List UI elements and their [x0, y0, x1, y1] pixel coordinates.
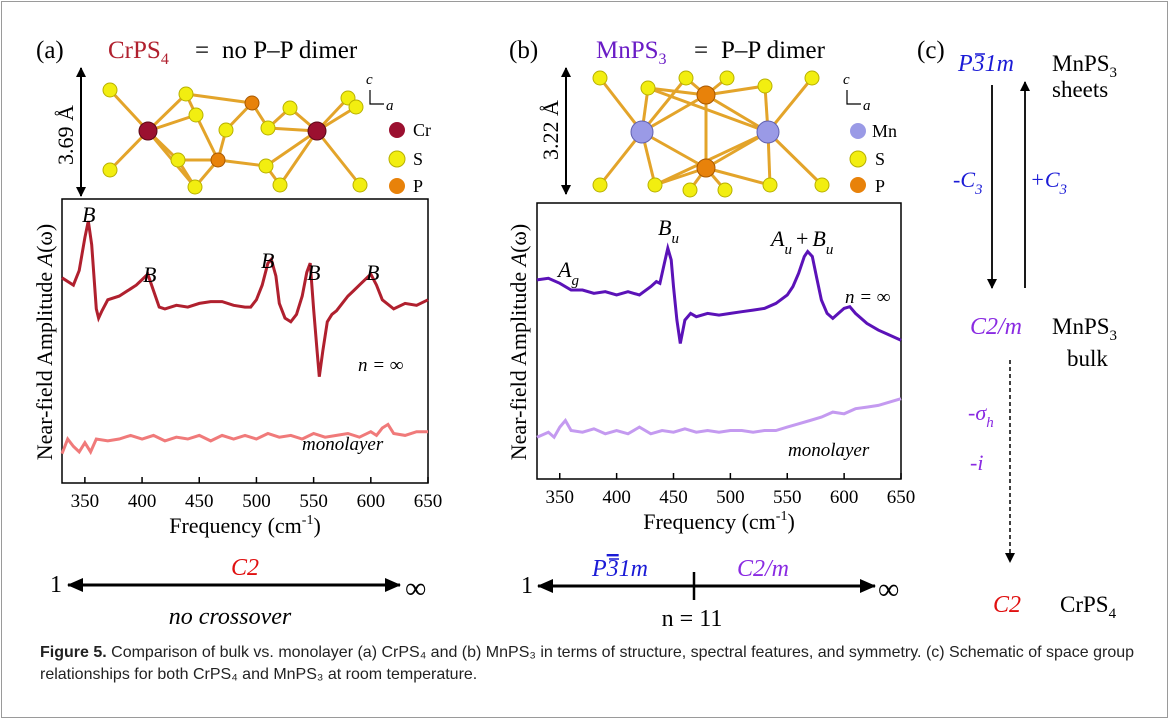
- panel-b-scale-right: ∞: [878, 573, 899, 606]
- panel-b-peak-aubu: Au + Bu: [769, 226, 833, 258]
- panel-a-legend-p: P: [413, 176, 423, 196]
- panel-c-inversion: -i: [970, 450, 983, 475]
- panel-a-tick-label: 350: [71, 491, 100, 512]
- panel-a-equals: =: [195, 37, 209, 64]
- panel-a-mono-label: monolayer: [302, 434, 384, 455]
- panel-a-legend: Cr S P: [388, 120, 431, 196]
- panel-a-xticks: 350 400 450 500 550 600 650: [71, 477, 443, 512]
- panel-b-thickness: 3.22 Å: [538, 100, 563, 160]
- panel-c: (c) P31m MnPS3 sheets -C3 +C3 C2/m MnPS3…: [917, 37, 1117, 622]
- panel-b-mono-label: monolayer: [788, 440, 870, 461]
- panel-b-axis-a: a: [863, 98, 871, 114]
- panel-b-tick-label: 600: [830, 487, 859, 508]
- panel-a-peak-b2: B: [143, 262, 156, 287]
- panel-a-xlabel: Frequency (cm-1): [169, 513, 321, 538]
- panel-b-legend-mn: Mn: [872, 121, 897, 141]
- panel-a-tick-label: 650: [414, 491, 443, 512]
- panel-b-scale-mid: n = 11: [662, 606, 723, 632]
- panel-a-n-label: n = ∞: [358, 355, 403, 376]
- panel-a-axis-c: c: [366, 72, 373, 88]
- panel-a-thickness: 3.69 Å: [53, 105, 78, 165]
- panel-a-scale-left: 1: [50, 572, 62, 598]
- panel-c-bottom-group: C2: [993, 592, 1021, 618]
- panel-c-top-group: P31m: [957, 51, 1014, 77]
- panel-a-monolayer-spectrum: [60, 422, 428, 456]
- panel-b-scale-left: 1: [521, 573, 533, 599]
- panel-b-xticks: 350 400 450 500 550 600 650: [546, 473, 916, 508]
- panel-c-bottom-name: CrPS4: [1060, 592, 1117, 622]
- panel-c-mid-group: C2/m: [970, 314, 1022, 340]
- caption-text: Comparison of bulk vs. monolayer (a) CrP…: [40, 644, 1135, 683]
- panel-b-label: (b): [509, 37, 538, 64]
- panel-a-compound: CrPS4: [108, 37, 169, 68]
- panel-b-atoms: [592, 70, 830, 198]
- panel-b-tick-label: 550: [773, 487, 802, 508]
- panel-c-mid-name: MnPS3: [1052, 314, 1117, 344]
- caption-label: Figure 5.: [40, 644, 107, 661]
- panel-a-tick-label: 400: [128, 491, 157, 512]
- panel-a-scale-group: C2: [231, 555, 259, 581]
- panel-a-dimer-text: no P–P dimer: [222, 37, 358, 64]
- panel-b-scale-group-right: C2/m: [737, 556, 789, 582]
- panel-a-plot-frame: [61, 198, 429, 484]
- panel-a-axis-a: a: [386, 98, 394, 114]
- panel-a-peak-b3: B: [261, 248, 274, 273]
- panel-b-xlabel: Frequency (cm-1): [643, 509, 795, 534]
- panel-b-compound: MnPS3: [596, 37, 667, 68]
- panel-c-sigma: -σh: [968, 400, 994, 431]
- panel-b-peak-bu: Bu: [658, 215, 679, 247]
- panel-c-top-desc: sheets: [1052, 77, 1108, 102]
- panel-b-tick-label: 500: [716, 487, 745, 508]
- panel-b-legend-s: S: [875, 149, 885, 169]
- panel-b-peak-ag: Ag: [556, 257, 579, 289]
- panel-a-tick-label: 600: [357, 491, 386, 512]
- panel-a-tick-label: 550: [299, 491, 328, 512]
- panel-b-axis-c: c: [843, 72, 850, 88]
- panel-a-peak-b1: B: [82, 202, 95, 227]
- panel-b-legend-p: P: [875, 176, 885, 196]
- panel-c-plus-c3: +C3: [1030, 167, 1067, 198]
- panel-c-mid-desc: bulk: [1067, 346, 1108, 371]
- panel-b-dimer-text: P–P dimer: [721, 37, 826, 64]
- panel-b-tick-label: 400: [602, 487, 631, 508]
- panel-b-tick-label: 650: [887, 487, 916, 508]
- figure-caption: Figure 5. Comparison of bulk vs. monolay…: [40, 642, 1140, 686]
- panel-a-ylabel: Near-field Amplitude A(ω): [32, 224, 57, 460]
- panel-a-bulk-spectrum: [61, 220, 429, 377]
- panel-a-atoms: [102, 82, 368, 195]
- panel-b-scale-group-left: P31m: [591, 556, 648, 582]
- panel-b-tick-label: 450: [659, 487, 688, 508]
- panel-b-axis-arrows: [846, 90, 861, 105]
- panel-b-ylabel: Near-field Amplitude A(ω): [506, 224, 531, 460]
- panel-a: (a) CrPS4 = no P–P dimer 3.69 Å: [32, 37, 442, 630]
- panel-b-n-label: n = ∞: [845, 287, 890, 308]
- panel-c-minus-c3: -C3: [953, 167, 983, 198]
- panel-b-monolayer-spectrum: [536, 397, 902, 440]
- panel-a-peak-b5: B: [366, 260, 379, 285]
- panel-b-bulk-spectrum: [536, 242, 902, 344]
- panel-b-legend: Mn S P: [849, 121, 897, 196]
- panel-c-top-name: MnPS3: [1052, 51, 1117, 81]
- panel-a-scale-right: ∞: [405, 572, 426, 605]
- panel-b-tick-label: 350: [546, 487, 575, 508]
- panel-a-axis-arrows: [369, 90, 384, 105]
- panel-a-label: (a): [36, 37, 64, 64]
- panel-b-equals: =: [694, 37, 708, 64]
- panel-a-legend-s: S: [413, 149, 423, 169]
- panel-a-tick-label: 500: [242, 491, 271, 512]
- panel-b-plot-frame: [536, 202, 902, 480]
- panel-a-legend-cr: Cr: [413, 120, 431, 140]
- panel-b: (b) MnPS3 = P–P dimer 3.22 Å: [506, 37, 915, 632]
- panel-a-peak-b4: B: [307, 260, 320, 285]
- panel-a-scale-note: no crossover: [169, 604, 292, 630]
- panel-a-tick-label: 450: [185, 491, 214, 512]
- figure-svg: (a) CrPS4 = no P–P dimer 3.69 Å: [32, 37, 1117, 632]
- panel-c-label: (c): [917, 37, 945, 64]
